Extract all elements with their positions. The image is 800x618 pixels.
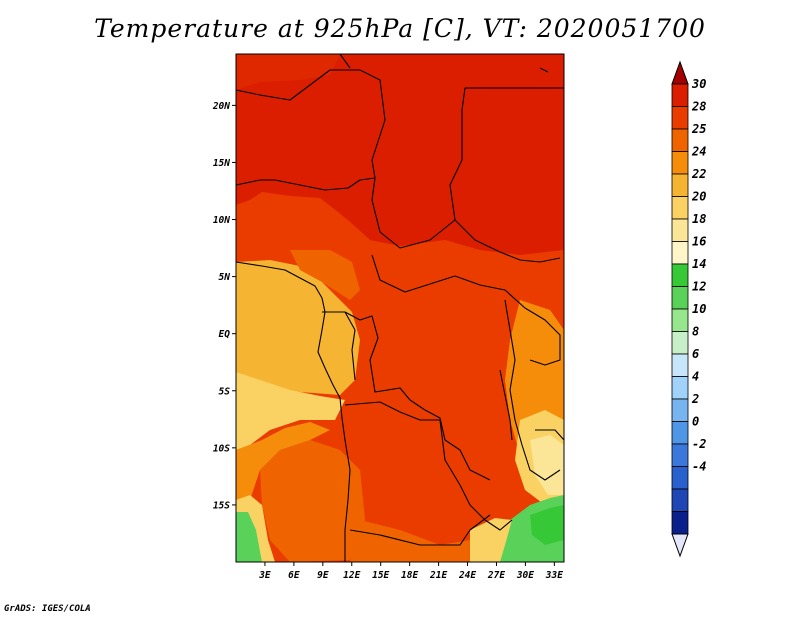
colorbar-label: 18 <box>692 212 706 226</box>
colorbar-swatch <box>671 286 689 310</box>
field-hot-north <box>236 54 564 255</box>
colorbar-swatch <box>671 331 689 355</box>
colorbar-swatch <box>671 443 689 467</box>
colorbar-swatch <box>671 106 689 130</box>
colorbar-label: 0 <box>692 415 699 429</box>
lon-tick-label: 24E <box>458 570 476 581</box>
colorbar-swatch <box>671 511 689 535</box>
colorbar-swatch <box>671 151 689 175</box>
field-green-southwest <box>236 512 262 562</box>
colorbar-swatch <box>671 196 689 220</box>
colorbar-swatch <box>671 353 689 377</box>
lon-tick-label: 27E <box>487 570 505 581</box>
border-east-5 <box>539 67 549 73</box>
field-green-southeast-2 <box>530 505 564 545</box>
field-mild-coast <box>236 372 345 450</box>
map-frame <box>235 53 565 563</box>
lat-tick-label: 15N <box>213 158 230 169</box>
lon-tick-label: 9E <box>317 570 329 581</box>
lat-tick-label: 5N <box>219 272 231 283</box>
colorbar-swatch <box>671 466 689 490</box>
colorbar-swatch <box>671 173 689 197</box>
colorbar-label: 30 <box>691 77 706 91</box>
field-warm-center <box>290 250 360 300</box>
colorbar-label: 16 <box>692 235 706 249</box>
field-hot-north-2 <box>236 54 340 90</box>
lon-tick-label: 6E <box>288 570 300 581</box>
border-south-1 <box>344 401 513 531</box>
field-cool-east-2 <box>530 435 564 495</box>
lat-tick-label: EQ <box>219 329 231 340</box>
colorbar-swatch <box>671 218 689 242</box>
chart-title: Temperature at 925hPa [C], VT: 202005170… <box>94 14 706 43</box>
country-borders <box>236 54 564 562</box>
lat-tick-label: 15S <box>213 500 230 511</box>
border-east-3 <box>524 307 561 366</box>
lat-tick-label: 10N <box>213 215 230 226</box>
colorbar-swatch <box>671 263 689 287</box>
border-center-1 <box>371 254 526 309</box>
colorbar-swatch <box>671 308 689 332</box>
lon-tick-label: 3E <box>258 570 271 581</box>
field-orange-southwest <box>236 422 330 510</box>
colorbar-label: 24 <box>691 145 706 159</box>
lat-tick-label: 10S <box>213 443 230 454</box>
colorbar-swatch <box>671 421 689 445</box>
colorbar-swatch <box>671 128 689 152</box>
lon-tick-label: 15E <box>372 570 389 581</box>
colorbar-label: 2 <box>691 392 699 406</box>
lon-tick-label: 30E <box>516 570 534 581</box>
colorbar-swatch <box>671 398 689 422</box>
border-east-1 <box>454 219 561 263</box>
field-mild-west <box>236 260 360 410</box>
colorbar-label: 25 <box>691 122 706 136</box>
border-east-2 <box>504 299 561 481</box>
colorbar-swatch <box>671 376 689 400</box>
colorbar-label: 14 <box>692 257 706 271</box>
colorbar-bottom-arrow <box>671 533 689 558</box>
longitude-axis: 3E 6E 9E 12E 15E 18E 21E 24E 27E 30E 33E <box>258 562 563 581</box>
border-north-3 <box>339 54 351 69</box>
temperature-field <box>236 54 564 562</box>
colorbar-label: 22 <box>691 167 706 181</box>
west-coastline <box>236 261 351 562</box>
lat-tick-label: 5S <box>219 386 231 397</box>
latitude-axis: 20N 15N 10N 5N EQ 5S 10S 15S <box>212 101 236 511</box>
lat-tick-label: 20N <box>212 101 230 112</box>
colorbar-label: 10 <box>692 302 706 316</box>
border-north-2 <box>236 69 386 179</box>
border-center-3 <box>344 311 356 381</box>
lon-tick-label: 33E <box>545 570 563 581</box>
colorbar-label: 28 <box>691 100 706 114</box>
colorbar-label: 20 <box>691 190 706 204</box>
colorbar-label: 6 <box>692 347 699 361</box>
border-center-2 <box>322 311 491 481</box>
border-south-2 <box>349 514 491 546</box>
border-lake-1 <box>499 369 513 441</box>
colorbar-top-arrow <box>671 60 689 85</box>
border-north-1 <box>236 87 564 249</box>
lon-tick-label: 18E <box>401 570 418 581</box>
border-east-4 <box>535 429 564 441</box>
lon-tick-label: 12E <box>343 570 360 581</box>
colorbar-label: -2 <box>692 437 706 451</box>
colorbar-swatch <box>671 488 689 512</box>
grads-credit: GrADS: IGES/COLA <box>4 604 91 614</box>
field-warm-southwest <box>260 440 365 562</box>
colorbar-swatch <box>671 83 689 107</box>
field-south-center <box>350 520 470 562</box>
colorbar-label: 4 <box>692 370 699 384</box>
colorbar-label: 12 <box>692 280 706 294</box>
lon-tick-label: 21E <box>429 570 447 581</box>
colorbar-label: -4 <box>692 460 706 474</box>
colorbar-swatch <box>671 241 689 265</box>
colorbar-label: 8 <box>692 325 699 339</box>
